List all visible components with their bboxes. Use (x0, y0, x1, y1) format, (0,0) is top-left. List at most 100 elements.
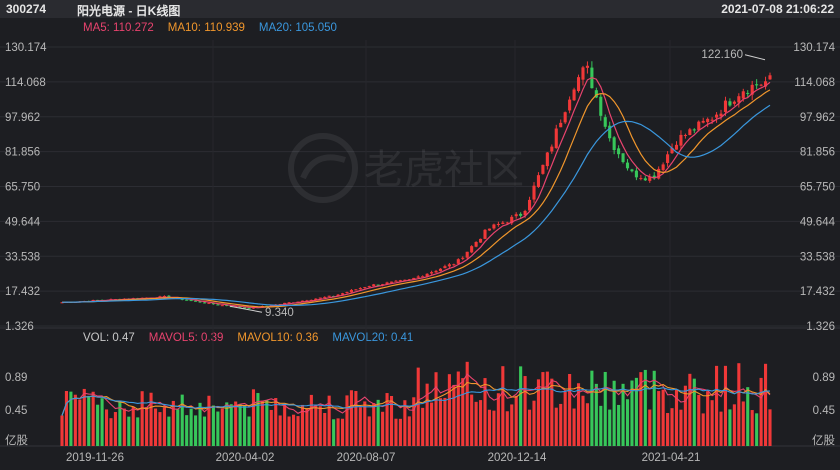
volume-bar (670, 408, 674, 446)
volume-bar (688, 373, 692, 446)
volume-bar (82, 388, 86, 446)
candle-body (202, 302, 207, 304)
volume-bar (251, 389, 256, 446)
volume-bars (60, 361, 772, 446)
volume-bar (541, 372, 545, 446)
volume-bar (434, 372, 438, 446)
candle-body (746, 92, 750, 94)
volume-bar (683, 385, 687, 446)
volume-bar (416, 367, 420, 446)
volume-bar (398, 418, 402, 446)
candle-body (247, 307, 251, 309)
candle-body (621, 153, 625, 163)
candle-body (194, 300, 198, 302)
price-tick-label-right: 33.538 (800, 251, 835, 263)
candle-body (763, 81, 768, 87)
candle-body (438, 268, 443, 272)
ma-legend: MA5: 110.272 MA10: 110.939 MA20: 105.050 (83, 22, 351, 34)
volume-bar (394, 418, 398, 446)
candle-body (554, 128, 558, 149)
volume-bar (470, 394, 474, 446)
candle-body (759, 84, 763, 86)
volume-bar (340, 418, 345, 446)
volume-bar (425, 383, 429, 446)
volume-bar (559, 403, 563, 446)
candle-body (394, 280, 398, 282)
candle-body (688, 129, 692, 136)
candles (60, 61, 772, 309)
volume-bar (136, 417, 140, 446)
volume-bar (229, 404, 233, 446)
candle-body (60, 302, 64, 304)
volume-tick-label-left: 0.45 (5, 405, 27, 417)
volume-bar (349, 390, 353, 446)
volume-bar (265, 400, 269, 446)
volume-tick-label-left: 0.89 (5, 372, 27, 384)
volume-bar (523, 376, 527, 446)
volume-bar (568, 374, 572, 446)
volume-bar (452, 384, 456, 446)
volume-bar (153, 408, 158, 446)
volume-bar (149, 392, 153, 446)
candle-body (532, 185, 536, 200)
volume-bar (412, 397, 416, 446)
volume-bar (501, 366, 505, 446)
volume-bar (456, 371, 460, 446)
volume-tick-label-right: 0.45 (813, 405, 835, 417)
volume-bar (296, 416, 300, 446)
candle-body (706, 118, 710, 123)
volume-bar (581, 395, 585, 446)
candle-body (318, 297, 322, 299)
volume-bar (122, 408, 126, 446)
volume-bar (710, 400, 714, 446)
volume-bar (679, 409, 683, 446)
volume-bar (492, 410, 496, 446)
volume-bar (496, 393, 500, 446)
volume-bar (590, 370, 594, 446)
volume-bar (608, 409, 612, 446)
volume-legend: VOL: 0.47 MAVOL5: 0.39 MAVOL10: 0.36 MAVOL2… (83, 332, 427, 344)
candle-body (661, 164, 665, 170)
volume-bar (372, 403, 376, 446)
candle-body (519, 213, 523, 216)
candle-body (710, 119, 714, 121)
candle-body (416, 276, 420, 278)
candle-body (385, 282, 389, 284)
volume-bar (332, 419, 336, 446)
candle-body (496, 223, 500, 225)
candle-body (630, 169, 634, 172)
volume-bar (576, 383, 581, 446)
candle-body (487, 228, 492, 231)
volume-bar (487, 409, 492, 446)
volume-bar (69, 391, 73, 446)
volume-bar (732, 404, 736, 446)
candle-body (768, 75, 772, 80)
candle-body (594, 90, 598, 98)
date-tick-label: 2020-04-02 (216, 452, 275, 464)
candle-body (719, 113, 723, 117)
volume-bar (697, 394, 701, 446)
price-tick-label-left: 65.750 (5, 182, 40, 194)
candle-body (443, 266, 447, 269)
candle-body (625, 162, 630, 169)
volume-bar (527, 409, 532, 446)
candle-body (572, 89, 576, 101)
volume-tick-label-left: 亿股 (5, 434, 28, 447)
volume-bar (269, 409, 273, 446)
volume-legend-item-3: MAVOL20: 0.41 (332, 332, 414, 344)
mavol20-line (61, 387, 770, 416)
min-marker-label: 9.340 (265, 307, 294, 319)
candle-body (523, 210, 527, 216)
price-tick-label-left: 97.962 (5, 112, 40, 124)
date-tick-label: 2021-04-21 (642, 452, 701, 464)
candle-body (527, 199, 532, 211)
volume-tick-label-right: 亿股 (812, 434, 835, 447)
candle-body (599, 96, 603, 116)
candle-body (363, 287, 367, 289)
candle-body (340, 293, 345, 295)
candle-body (755, 84, 759, 86)
mavol10-line (61, 381, 771, 416)
candle-body (652, 175, 656, 179)
price-tick-label-left: 49.644 (5, 216, 41, 228)
